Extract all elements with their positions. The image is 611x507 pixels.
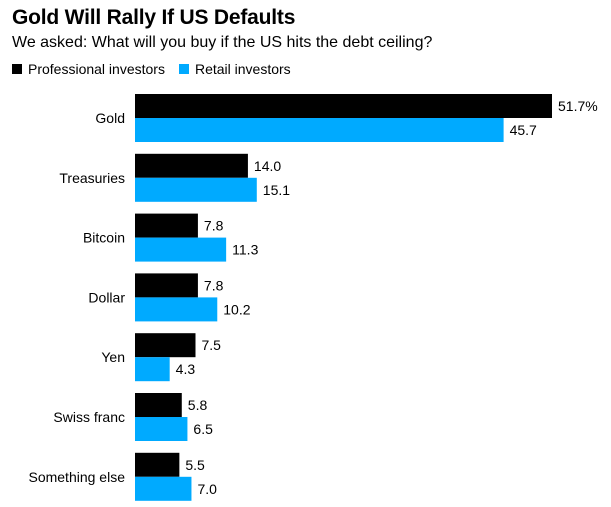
bar-retail-yen xyxy=(135,357,170,382)
category-label-yen: Yen xyxy=(101,349,125,365)
category-label-bitcoin: Bitcoin xyxy=(83,230,125,246)
bar-retail-treasuries xyxy=(135,177,257,202)
legend-label-retail: Retail investors xyxy=(194,61,291,77)
legend-swatch-retail xyxy=(178,64,189,74)
bar-retail-bitcoin xyxy=(135,237,227,262)
data-label-retail-bitcoin: 11.3 xyxy=(232,242,258,258)
bar-professional-swiss-franc xyxy=(135,393,182,417)
legend-swatch-professional xyxy=(12,64,22,74)
bar-professional-something-else xyxy=(135,452,180,477)
bar-retail-gold xyxy=(135,118,504,142)
data-label-retail-treasuries: 15.1 xyxy=(263,182,290,198)
bar-professional-dollar xyxy=(135,273,198,298)
bar-professional-gold xyxy=(135,94,552,118)
data-label-professional-bitcoin: 7.8 xyxy=(204,218,224,234)
data-label-professional-yen: 7.5 xyxy=(201,337,221,353)
bar-retail-something-else xyxy=(135,476,192,501)
data-label-professional-swiss-franc: 5.8 xyxy=(188,397,208,413)
data-label-retail-something-else: 7.0 xyxy=(197,481,217,497)
category-label-dollar: Dollar xyxy=(88,289,125,305)
chart-title: Gold Will Rally If US Defaults xyxy=(12,6,296,29)
legend: Professional investors Retail investors xyxy=(12,61,305,77)
bar-professional-bitcoin xyxy=(135,213,198,238)
bar-professional-yen xyxy=(135,333,196,358)
legend-item-retail: Retail investors xyxy=(178,61,291,77)
category-label-gold: Gold xyxy=(95,110,125,126)
data-label-professional-dollar: 7.8 xyxy=(204,277,224,293)
category-label-swiss-franc: Swiss franc xyxy=(53,409,125,425)
legend-label-professional: Professional investors xyxy=(28,61,165,77)
category-label-treasuries: Treasuries xyxy=(59,170,125,186)
data-label-professional-treasuries: 14.0 xyxy=(254,158,281,174)
data-label-professional-something-else: 5.5 xyxy=(185,457,205,473)
data-label-professional-gold: 51.7% xyxy=(558,98,598,114)
bar-professional-treasuries xyxy=(135,153,248,178)
bar-retail-dollar xyxy=(135,297,218,322)
data-label-retail-yen: 4.3 xyxy=(176,361,196,377)
data-label-retail-dollar: 10.2 xyxy=(223,301,250,317)
bar-retail-swiss-franc xyxy=(135,417,188,441)
category-label-something-else: Something else xyxy=(28,469,125,485)
chart-subtitle: We asked: What will you buy if the US hi… xyxy=(12,34,433,51)
data-label-retail-gold: 45.7 xyxy=(510,122,537,138)
data-label-retail-swiss-franc: 6.5 xyxy=(193,421,213,437)
legend-item-professional: Professional investors xyxy=(12,61,165,77)
